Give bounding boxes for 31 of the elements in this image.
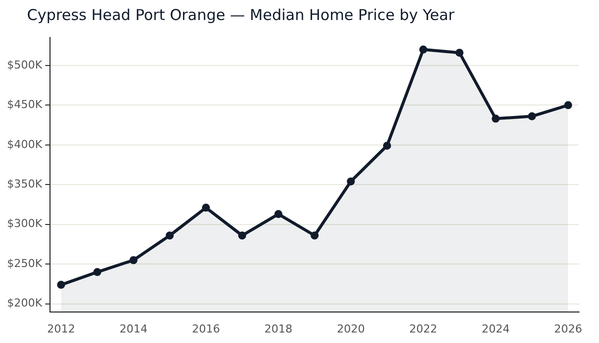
point <box>346 177 355 186</box>
point <box>130 256 138 264</box>
y-tick-label: $300K <box>6 217 43 230</box>
x-tick-label: 2024 <box>482 322 510 336</box>
point <box>274 210 282 218</box>
point <box>202 204 210 212</box>
y-tick-label: $400K <box>6 138 43 151</box>
x-tick-label: 2026 <box>554 322 582 336</box>
y-tick-label: $350K <box>6 177 43 190</box>
point <box>57 280 66 289</box>
x-tick-label: 2022 <box>409 322 438 336</box>
point <box>383 142 392 150</box>
x-tick-label: 2014 <box>120 322 148 336</box>
point <box>492 114 500 123</box>
y-tick-label: $200K <box>6 296 43 310</box>
x-tick-label: 2016 <box>192 322 220 336</box>
point <box>455 48 464 57</box>
x-tick-label: 2018 <box>264 322 292 336</box>
y-tick-label: $250K <box>6 256 43 270</box>
chart-title: Cypress Head Port Orange — Median Home Price by Year <box>27 6 454 24</box>
y-tick-label: $450K <box>6 98 43 112</box>
x-tick-label: 2020 <box>336 322 365 336</box>
y-tick-label: $500K <box>6 58 43 72</box>
point <box>419 46 428 54</box>
point <box>310 232 319 240</box>
point <box>166 232 174 240</box>
point <box>564 101 572 110</box>
point <box>238 232 246 240</box>
point <box>93 268 102 276</box>
x-tick-label: 2012 <box>47 322 76 336</box>
point <box>528 112 536 120</box>
